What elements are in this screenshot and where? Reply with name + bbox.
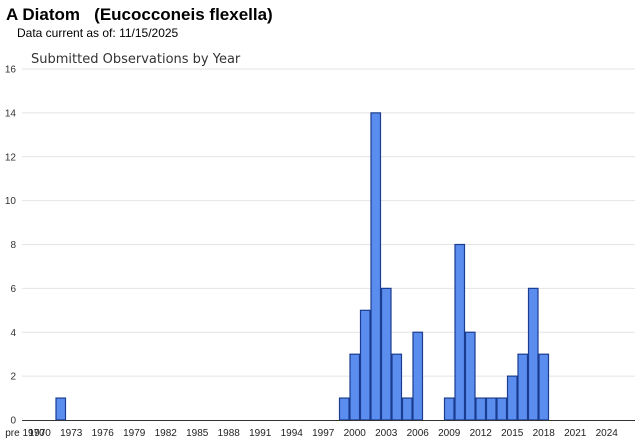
x-tick-label: 1973: [60, 428, 83, 439]
x-tick-label: 1976: [92, 428, 115, 439]
x-tick-label: 2018: [533, 428, 556, 439]
bar-2015: [506, 375, 518, 421]
x-tick-label: 1997: [312, 428, 335, 439]
y-tick-label: 2: [10, 372, 16, 383]
bar-2006: [412, 331, 424, 421]
y-tick-label: 8: [10, 240, 16, 251]
page-title: A Diatom (Eucocconeis flexella): [6, 5, 273, 24]
x-tick-label: pre 1970: [5, 428, 45, 439]
x-tick-label: 2009: [438, 428, 461, 439]
y-tick-label: 0: [10, 416, 16, 427]
bar-2018: [538, 353, 550, 421]
y-axis-ticks: 0 2 4 6 8 10 12 14 16: [5, 65, 17, 427]
x-tick-label: 1994: [281, 428, 304, 439]
data-date-line: Data current as of: 11/15/2025: [17, 26, 178, 40]
bar-2013: [485, 397, 497, 421]
bar-2002: [370, 112, 382, 421]
bar-2005: [401, 397, 413, 421]
x-tick-label: 1982: [155, 428, 178, 439]
x-tick-label: 2021: [564, 428, 587, 439]
bar-1972: [55, 397, 67, 421]
x-tick-label: 2006: [407, 428, 430, 439]
bar-2010: [454, 243, 466, 421]
chart-title: Submitted Observations by Year: [31, 52, 241, 67]
x-tick-label: 2024: [596, 428, 619, 439]
bar-2012: [475, 397, 487, 421]
bar-2009: [443, 397, 455, 421]
bar-2003: [380, 287, 392, 421]
x-tick-label: 2015: [501, 428, 524, 439]
y-tick-label: 10: [5, 196, 17, 207]
x-tick-label: 1985: [186, 428, 209, 439]
y-tick-label: 12: [5, 152, 17, 163]
bar-2004: [391, 353, 403, 421]
x-tick-label: 1979: [123, 428, 146, 439]
y-tick-label: 6: [10, 284, 16, 295]
x-tick-label: 2012: [470, 428, 493, 439]
bar-2017: [527, 287, 539, 421]
x-tick-label: 1991: [249, 428, 272, 439]
bar-2016: [517, 353, 529, 421]
y-tick-label: 14: [5, 108, 17, 119]
data-date-label: Data current as of:: [17, 26, 116, 40]
y-tick-label: 4: [10, 328, 16, 339]
bar-2014: [496, 397, 508, 421]
y-tick-label: 16: [5, 65, 17, 76]
x-tick-label: 2000: [344, 428, 367, 439]
bar-2000: [349, 353, 361, 421]
gridlines: [22, 68, 635, 377]
bar-2001: [359, 309, 371, 421]
x-tick-label: 1970: [29, 428, 52, 439]
bars: [55, 112, 550, 421]
bar-2011: [464, 331, 476, 421]
x-tick-label: 1988: [218, 428, 241, 439]
x-tick-label: 2003: [375, 428, 398, 439]
data-date-value: 11/15/2025: [119, 26, 179, 40]
bar-1999: [338, 397, 350, 421]
